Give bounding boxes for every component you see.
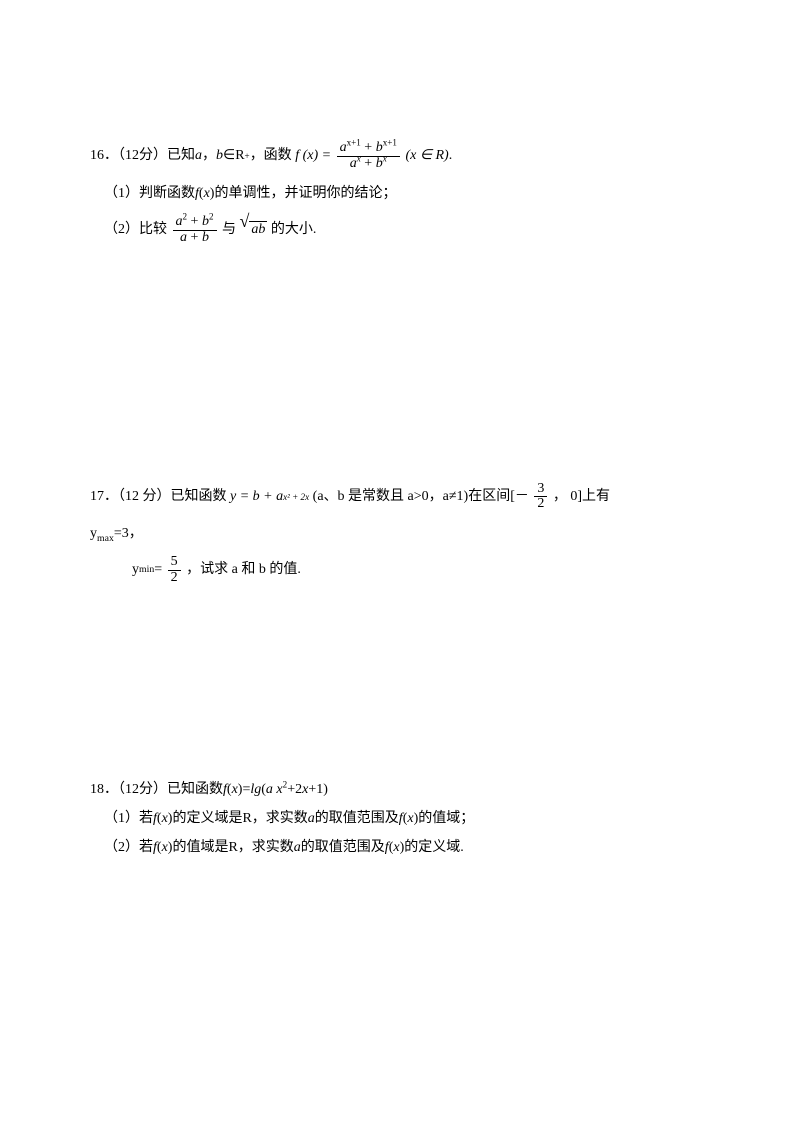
p18-q1-tb: 的取值范围及 [315,811,399,826]
q2-plus: + [187,214,202,229]
comma: ， [202,148,216,163]
p17-intro: 已知函数 [171,489,231,504]
p16-points: （12分） [118,148,167,163]
den-a: a [350,156,357,171]
p18-q1: （1）若f(x)的定义域是R，求实数a的取值范围及f(x)的值域； [90,808,710,829]
p18-q1-end: 的值域； [418,811,474,826]
fx-eq: f (x) = [295,148,331,163]
p18-line1: 18．（12分）已知函数f(x)=lg(a x2+2x+1) [90,779,710,800]
q1-close: )的单调性，并证明你的结论； [210,186,397,201]
p18-q2-end: 的定义域. [404,840,464,855]
plus2: + [361,156,376,171]
q1-label: （1） [104,186,139,201]
surd-icon: √ [240,212,250,230]
p17-dot: ． [104,489,118,504]
p18-rest: +2 [287,782,302,797]
sub-min: min [139,565,154,576]
p18-q1-mid: 的定义域是R，求实数 [172,811,307,826]
p16-fraction: ax+1 + bx+1 ax + bx [337,141,400,171]
exp-x1a: x+1 [347,137,361,147]
p17-frac: 3 2 [534,482,547,512]
q2-mid: 与 [222,222,240,237]
p16-q2: （2）比较 a2 + b2 a + b 与 √ab 的大小. [90,212,710,249]
p17-line1: 17．（12 分）已知函数 y = b + ax² + 2x (a、b 是常数且… [90,479,710,516]
problem-18: 18．（12分）已知函数f(x)=lg(a x2+2x+1) （1）若f(x)的… [90,779,710,858]
p17-frac2: 5 2 [168,555,181,585]
var-b: b [216,148,223,163]
p17-den: 2 [534,496,547,512]
p18-q2-tb: 的取值范围及 [301,840,385,855]
p16-line1: 16．（12分）已知a，b∈R+，函数 f (x) = ax+1 + bx+1 … [90,138,710,175]
p18-lg: lg [250,782,261,797]
period: . [449,148,453,163]
q1-text: 判断函数 [139,186,195,201]
p18-q2-a: a [294,840,301,855]
problem-16: 16．（12分）已知a，b∈R+，函数 f (x) = ax+1 + bx+1 … [90,138,710,249]
p18-points: （12分） [118,782,167,797]
p18-intro: 已知函数 [167,782,223,797]
sub-max: max [97,533,114,544]
p16-intro-a: 已知 [167,148,195,163]
q2-exp-b: 2 [209,211,214,221]
p18-number: 18 [90,782,104,797]
p16-dot: ． [104,148,118,163]
ymin-eq: = [154,562,162,577]
exp-x1b: x+1 [383,137,397,147]
p18-q1-a: a [308,811,315,826]
var-a: a [195,148,202,163]
p17-line3: ymin= 5 2 ，试求 a 和 b 的值. [90,552,710,589]
p18-dot: ． [104,782,118,797]
q2-sqrt: √ab [240,212,268,248]
num-a: a [340,140,347,155]
p18-q1-label: （1）若 [104,811,153,826]
p17-num: 3 [534,482,547,497]
exp-xb: x [383,153,387,163]
p17-num2: 5 [168,555,181,570]
q2-den-plus: + [187,230,202,245]
eq3: =3， [114,526,143,541]
p18-q2-label: （2）若 [104,840,153,855]
p18-q2: （2）若f(x)的值域是R，求实数a的取值范围及f(x)的定义域. [90,837,710,858]
q2-end: 的大小. [271,222,317,237]
p18-x2: x [273,782,283,797]
domain: (x ∈ R) [405,148,448,163]
p18-a: a [266,782,273,797]
p16-number: 16 [90,148,104,163]
problem-17: 17．（12 分）已知函数 y = b + ax² + 2x (a、b 是常数且… [90,479,710,590]
den-b: b [376,156,383,171]
p17-end: ，试求 a 和 b 的值. [186,562,301,577]
plus: + [361,140,376,155]
p18-plus1: +1) [308,782,328,797]
p17-line2: ymax=3， [90,523,710,544]
ymax-y: y [90,526,97,541]
p17-den2: 2 [168,570,181,586]
page: 16．（12分）已知a，b∈R+，函数 f (x) = ax+1 + bx+1 … [0,0,800,1132]
ab-text: a、b 是常数且 a>0，a≠1)在区间[－ [317,489,529,504]
q2-num-b: b [202,214,209,229]
p18-q2-mid: 的值域是R，求实数 [172,840,293,855]
p16-q1: （1）判断函数f(x)的单调性，并证明你的结论； [90,183,710,204]
q2-fraction: a2 + b2 a + b [173,215,217,245]
q2-den-a: a [180,230,187,245]
sqrt-arg: ab [249,221,267,239]
exp-expr: x² + 2x [283,492,309,502]
p17-number: 17 [90,489,104,504]
q2-label: （2） [104,222,139,237]
q2-num-a: a [176,214,183,229]
q2-text-a: 比较 [139,222,167,237]
ymin-y: y [132,562,139,577]
q2-den-b: b [202,230,209,245]
p17-points: （12 分） [118,489,171,504]
in-set: ∈R [223,148,245,163]
num-b: b [376,140,383,155]
y-eq: y = b + a [230,489,283,504]
interval-end: ， 0]上有 [553,489,610,504]
p16-intro-b: ，函数 [250,148,296,163]
